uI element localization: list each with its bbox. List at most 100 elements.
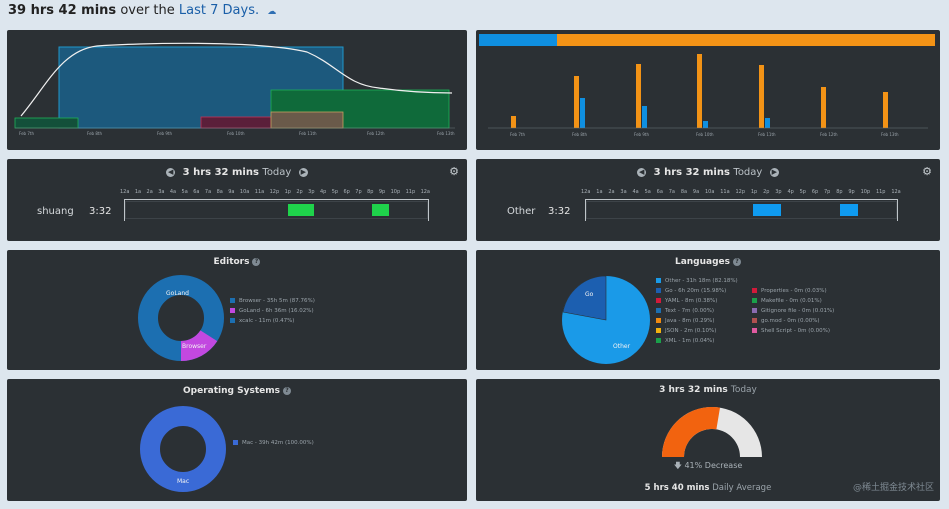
range-link[interactable]: Last 7 Days. bbox=[178, 3, 260, 18]
gear-icon[interactable]: ⚙ bbox=[922, 165, 932, 178]
legend-item[interactable]: JSON - 2m (0.10%) bbox=[656, 326, 738, 336]
hour-label: 8p bbox=[367, 189, 374, 195]
prev-day-icon[interactable]: ◀ bbox=[166, 167, 176, 177]
gauge-average-label: Daily Average bbox=[712, 483, 772, 493]
daily-bars-panel: Feb 7th Feb 8th Feb 9th Feb 10th Feb 11t… bbox=[476, 30, 940, 150]
split-bar-blue bbox=[479, 34, 557, 46]
gauge-title: 3 hrs 32 mins Today bbox=[476, 385, 940, 395]
next-day-icon[interactable]: ▶ bbox=[769, 167, 779, 177]
gear-icon[interactable]: ⚙ bbox=[449, 165, 459, 178]
hour-label: 4p bbox=[787, 189, 794, 195]
hour-label: 8p bbox=[836, 189, 843, 195]
hour-label: 5p bbox=[799, 189, 806, 195]
hour-label: 6p bbox=[343, 189, 350, 195]
hour-label: 12a bbox=[420, 189, 430, 195]
hour-label: 3p bbox=[775, 189, 782, 195]
legend-item[interactable]: Other - 31h 18m (82.18%) bbox=[656, 276, 738, 286]
prev-day-icon[interactable]: ◀ bbox=[637, 167, 647, 177]
hour-label: 6a bbox=[193, 189, 200, 195]
languages-panel: Languages? Go Other Other - 31h 18m (82.… bbox=[476, 250, 940, 370]
hour-label: 11a bbox=[720, 189, 730, 195]
hour-label: 11p bbox=[875, 189, 886, 195]
cloud-icon[interactable]: ☁ bbox=[267, 7, 277, 17]
bars-x-label: Feb 12th bbox=[820, 132, 838, 137]
legend-item[interactable]: Makefile - 0m (0.01%) bbox=[752, 296, 834, 306]
timeline-right-segment[interactable] bbox=[840, 204, 858, 216]
hour-label: 6a bbox=[656, 189, 663, 195]
summary-header: 39 hrs 42 mins over the Last 7 Days. ☁ bbox=[8, 3, 276, 23]
bar-orange bbox=[883, 92, 888, 128]
timeline-left-segment[interactable] bbox=[372, 204, 389, 216]
gauge-average: 5 hrs 40 mins Daily Average bbox=[476, 483, 940, 493]
timeline-left-segment[interactable] bbox=[288, 204, 314, 216]
timeline-left-day: Today bbox=[262, 167, 292, 178]
area-green-block-1 bbox=[14, 117, 79, 129]
help-icon[interactable]: ? bbox=[252, 257, 261, 266]
legend-item[interactable]: XML - 1m (0.04%) bbox=[656, 336, 738, 346]
bars-x-label: Feb 9th bbox=[634, 132, 649, 137]
timeline-left-hours: 12a 1a 2a 3a 4a 5a 6a 7a 8a 9a 10a 11a 12p 1p 2p 3p 4p 5p… bbox=[120, 189, 430, 195]
legend-item[interactable]: go.mod - 0m (0.00%) bbox=[752, 316, 834, 326]
os-legend: Mac - 39h 42m (100.00%) bbox=[233, 438, 314, 448]
languages-pie: Go Other bbox=[562, 275, 650, 364]
hour-label: 11p bbox=[405, 189, 416, 195]
help-icon[interactable]: ? bbox=[733, 257, 742, 266]
hour-label: 1p bbox=[750, 189, 758, 195]
area-olive-block bbox=[270, 111, 344, 129]
hour-label: 2a bbox=[146, 189, 153, 195]
editors-slice-label: Browser bbox=[182, 343, 207, 350]
bar-orange bbox=[821, 87, 826, 128]
legend-item[interactable]: YAML - 8m (0.38%) bbox=[656, 296, 738, 306]
legend-item[interactable]: Browser - 35h 5m (87.76%) bbox=[230, 296, 315, 306]
languages-title-text: Languages bbox=[674, 257, 731, 267]
legend-item[interactable]: Java - 8m (0.29%) bbox=[656, 316, 738, 326]
timeline-left-time: 3 hrs 32 mins bbox=[182, 167, 259, 178]
gauge-time: 3 hrs 32 mins bbox=[659, 385, 728, 395]
hour-label: 1p bbox=[284, 189, 291, 195]
legend-item[interactable]: Gitignore file - 0m (0.01%) bbox=[752, 306, 834, 316]
gauge-panel: 3 hrs 32 mins Today 🡇 41% Decrease 5 hrs… bbox=[476, 379, 940, 501]
bar-blue bbox=[765, 118, 770, 128]
editors-donut: GoLand Browser bbox=[138, 275, 224, 361]
os-title-text: Operating Systems bbox=[183, 386, 280, 396]
hour-label: 5a bbox=[644, 189, 651, 195]
daily-bars-chart: Feb 7th Feb 8th Feb 9th Feb 10th Feb 11t… bbox=[488, 54, 928, 137]
gauge-day: Today bbox=[730, 385, 757, 395]
bars-x-label: Feb 13th bbox=[881, 132, 899, 137]
bar-blue bbox=[703, 121, 708, 128]
timeline-panel-right: ◀ 3 hrs 32 mins Today ▶ ⚙ 12a 1a 2a 3a 4a 5a 6… bbox=[476, 159, 940, 241]
next-day-icon[interactable]: ▶ bbox=[298, 167, 308, 177]
hour-label: 8a bbox=[216, 189, 223, 195]
hour-label: 7p bbox=[824, 189, 831, 195]
activity-x-label: Feb 11th bbox=[299, 131, 317, 136]
hour-label: 12a bbox=[891, 189, 901, 195]
hour-label: 10p bbox=[860, 189, 871, 195]
timeline-right-name: Other bbox=[507, 206, 536, 217]
hour-label: 12a bbox=[581, 189, 591, 195]
timeline-right-segment[interactable] bbox=[753, 204, 781, 216]
hour-label: 4a bbox=[169, 189, 177, 195]
hour-label: 3p bbox=[308, 189, 315, 195]
total-time: 39 hrs 42 mins bbox=[8, 3, 117, 18]
activity-x-labels: Feb 7th Feb 8th Feb 9th Feb 10th Feb 11t… bbox=[19, 131, 455, 136]
hour-label: 9p bbox=[378, 189, 386, 195]
editors-panel: Editors? GoLand Browser Browser - 35h 5m… bbox=[7, 250, 467, 370]
hour-label: 12p bbox=[269, 189, 280, 195]
legend-item[interactable]: Shell Script - 0m (0.00%) bbox=[752, 326, 834, 336]
legend-item[interactable]: GoLand - 6h 36m (16.02%) bbox=[230, 306, 315, 316]
legend-item[interactable]: Text - 7m (0.00%) bbox=[656, 306, 738, 316]
legend-item[interactable]: Properties - 0m (0.03%) bbox=[752, 286, 834, 296]
hour-label: 9a bbox=[228, 189, 235, 195]
timeline-left-duration: 3:32 bbox=[89, 206, 112, 217]
timeline-right-duration: 3:32 bbox=[548, 206, 571, 217]
hour-label: 7a bbox=[668, 189, 675, 195]
bar-blue bbox=[580, 98, 585, 128]
legend-item[interactable]: xcalc - 11m (0.47%) bbox=[230, 316, 315, 326]
hour-label: 3a bbox=[158, 189, 165, 195]
help-icon[interactable]: ? bbox=[282, 386, 291, 395]
legend-item[interactable]: Mac - 39h 42m (100.00%) bbox=[233, 438, 314, 448]
area-maroon-block bbox=[200, 116, 272, 129]
over-text: over the bbox=[120, 3, 175, 18]
category-split-bar[interactable] bbox=[479, 34, 935, 46]
legend-item[interactable]: Go - 6h 20m (15.98%) bbox=[656, 286, 738, 296]
